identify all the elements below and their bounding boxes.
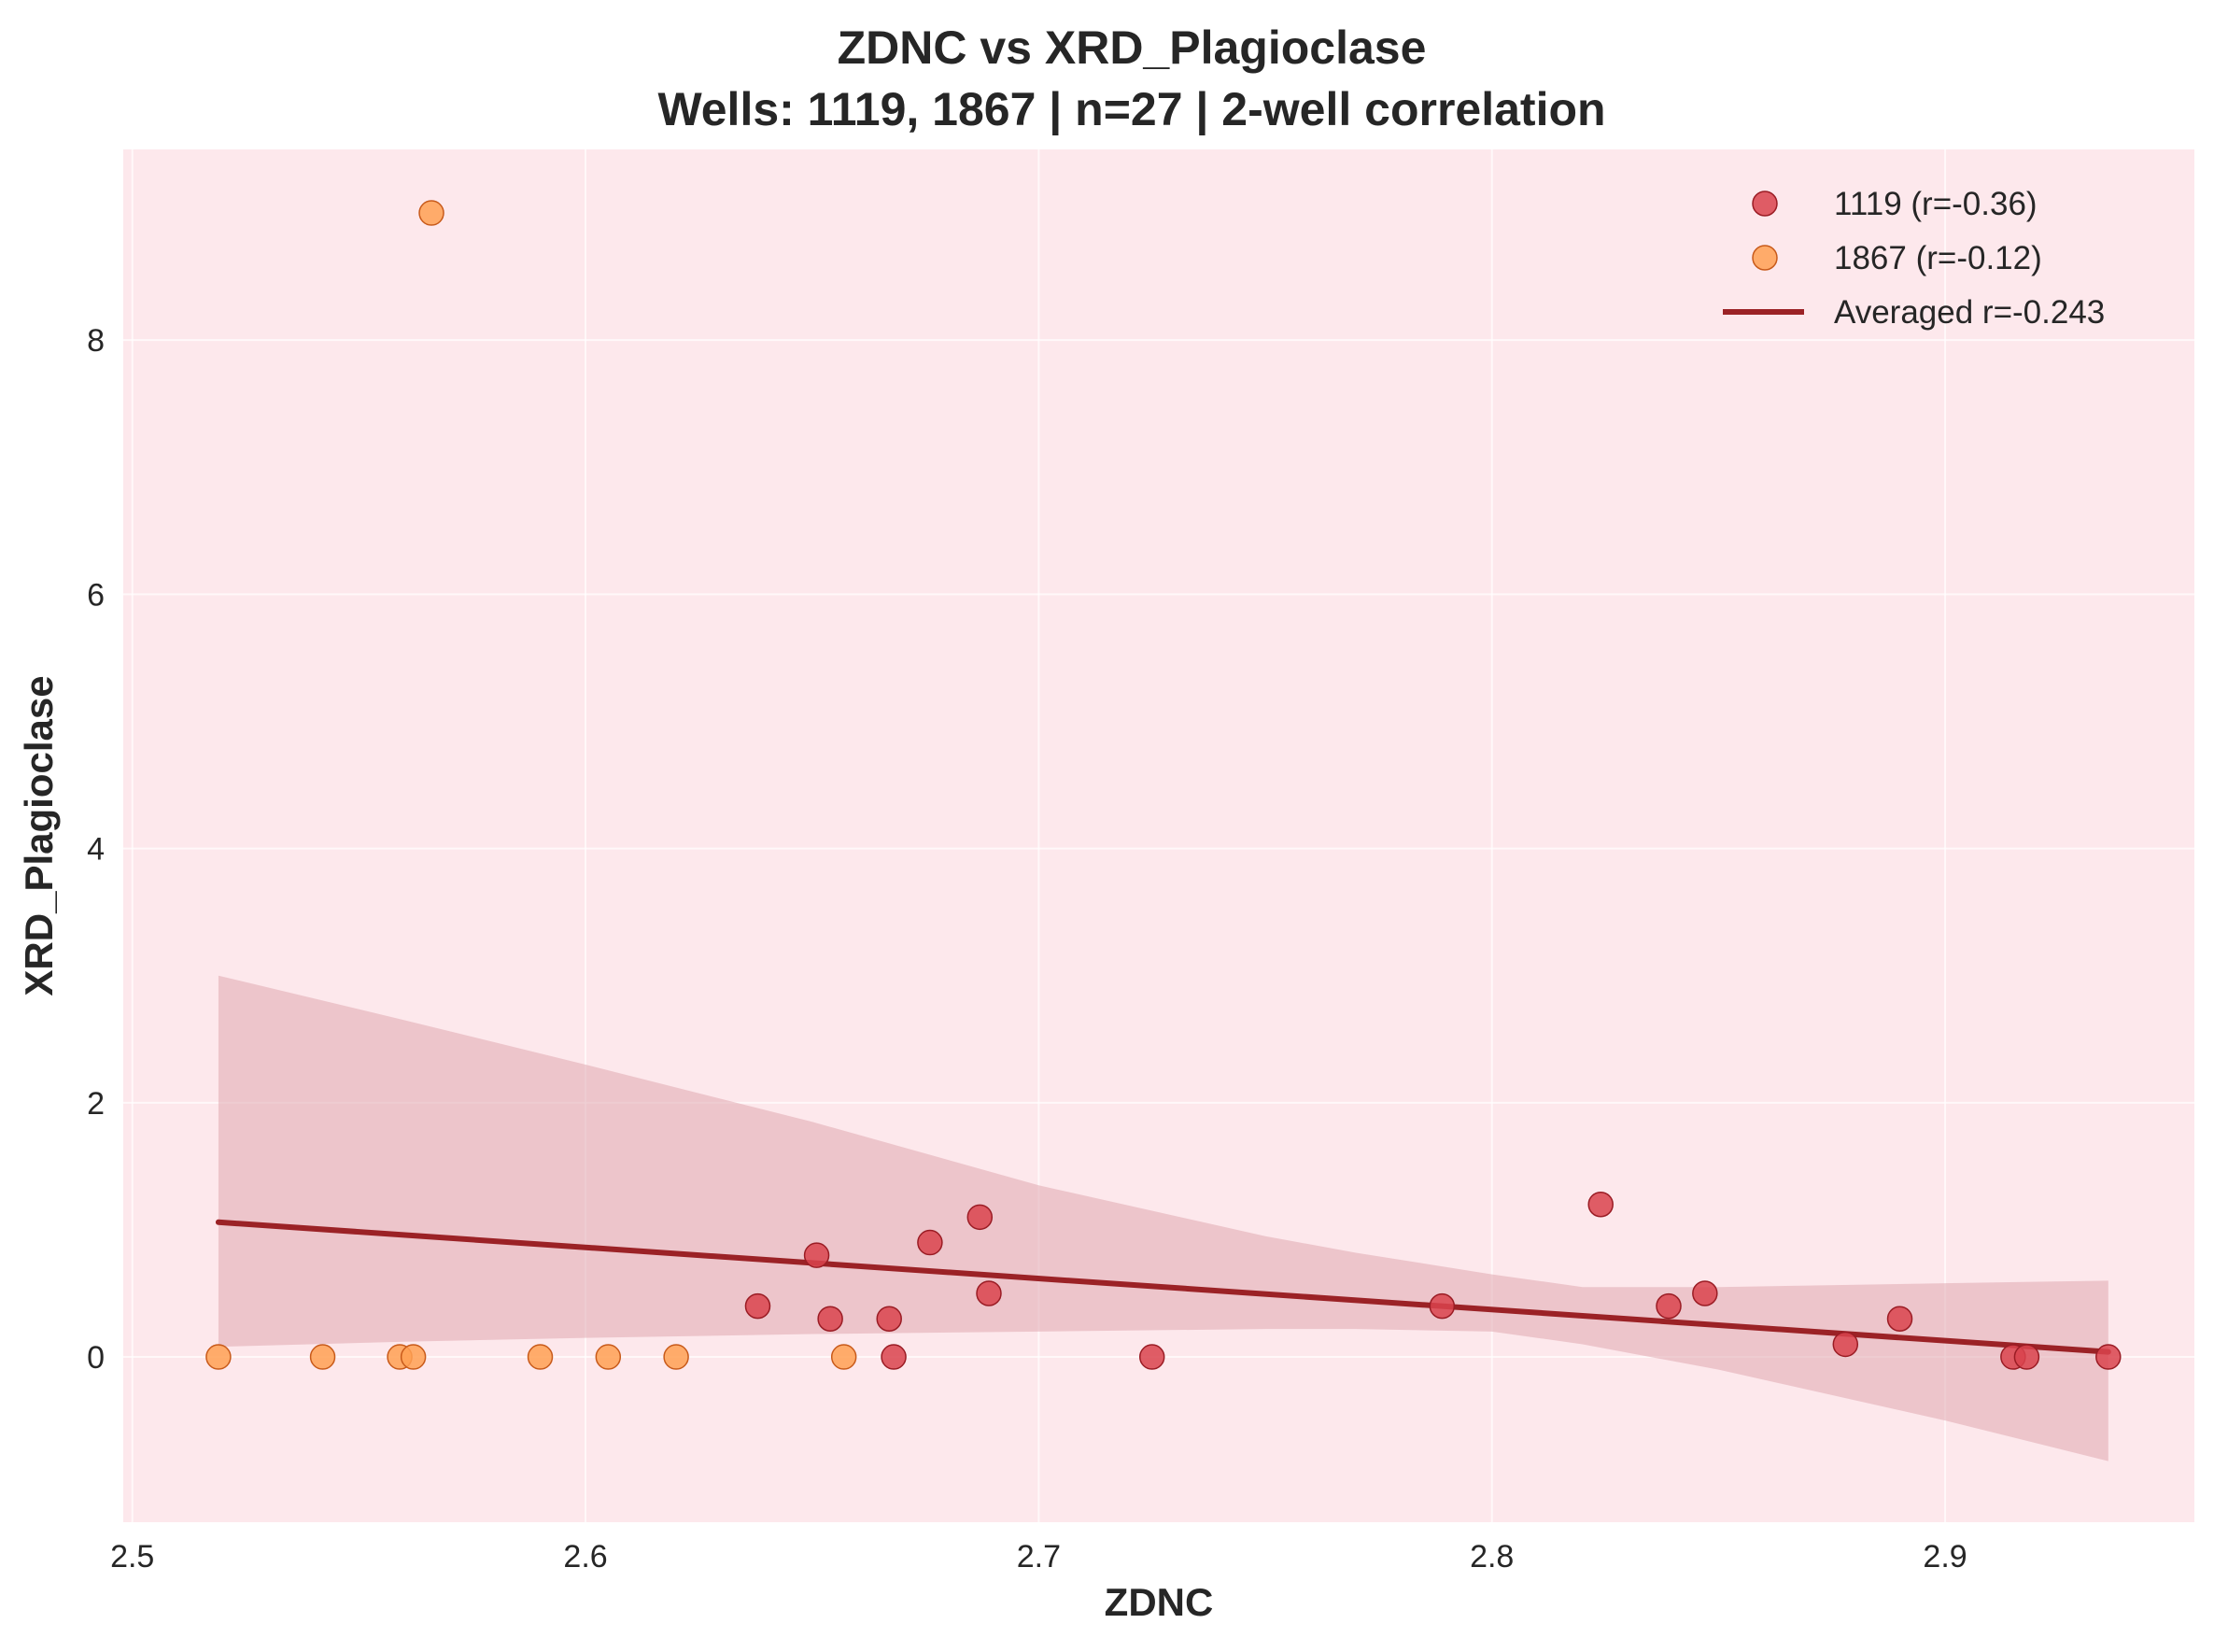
legend-label-1119: 1119 (r=-0.36) xyxy=(1834,186,2038,222)
x-tick-label: 2.5 xyxy=(110,1539,154,1574)
y-tick-label: 8 xyxy=(87,323,105,359)
data-point-1867 xyxy=(418,200,444,226)
data-point-1119 xyxy=(976,1280,1002,1306)
data-point-1119 xyxy=(1587,1191,1614,1218)
data-point-1119 xyxy=(2095,1344,2122,1370)
y-axis-label: XRD_Plagioclase xyxy=(17,675,61,995)
data-point-1119 xyxy=(1138,1344,1165,1370)
data-point-1119 xyxy=(1692,1280,1718,1306)
data-point-1867 xyxy=(400,1344,427,1370)
data-point-1867 xyxy=(663,1344,689,1370)
data-point-1867 xyxy=(309,1344,336,1370)
data-point-1119 xyxy=(2013,1344,2040,1370)
data-point-1867 xyxy=(205,1344,232,1370)
data-point-1119 xyxy=(803,1242,830,1268)
legend-marker-1119 xyxy=(1752,191,1778,217)
y-tick-label: 6 xyxy=(87,577,105,613)
data-point-1119 xyxy=(1656,1292,1682,1320)
data-point-1119 xyxy=(966,1204,994,1231)
data-point-1867 xyxy=(595,1344,622,1370)
data-points-layer xyxy=(205,200,2122,1370)
chart-title: ZDNC vs XRD_Plagioclase xyxy=(838,21,1427,74)
data-point-1119 xyxy=(1832,1331,1859,1358)
x-axis-label: ZDNC xyxy=(1105,1580,1214,1624)
regression-line-layer xyxy=(215,1219,2111,1355)
data-point-1867 xyxy=(830,1344,857,1370)
x-tick-label: 2.9 xyxy=(1923,1539,1967,1574)
data-point-1867 xyxy=(527,1344,554,1370)
data-point-1119 xyxy=(1886,1306,1913,1332)
y-tick-label: 4 xyxy=(87,832,105,868)
y-tick-label: 0 xyxy=(87,1340,105,1376)
chart-subtitle: Wells: 1119, 1867 | n=27 | 2-well correl… xyxy=(657,83,1605,136)
x-tick-label: 2.8 xyxy=(1470,1539,1514,1574)
x-tick-label: 2.6 xyxy=(563,1539,607,1574)
data-point-1119 xyxy=(817,1306,843,1332)
tick-labels: 2.5 2.6 2.7 2.8 2.9 0 2 4 6 8 xyxy=(87,323,1967,1574)
confidence-band-layer xyxy=(218,975,2108,1461)
x-tick-label: 2.7 xyxy=(1017,1539,1061,1574)
data-point-1119 xyxy=(876,1306,902,1332)
y-tick-label: 2 xyxy=(87,1086,105,1122)
data-point-1119 xyxy=(917,1229,943,1256)
data-point-1119 xyxy=(881,1344,907,1370)
legend-label-averaged: Averaged r=-0.243 xyxy=(1834,294,2105,331)
regression-line xyxy=(215,1219,2111,1355)
data-point-1119 xyxy=(1429,1292,1456,1320)
data-point-1119 xyxy=(744,1292,771,1320)
legend: 1119 (r=-0.36) 1867 (r=-0.12) Averaged r… xyxy=(1723,186,2105,331)
legend-label-1867: 1867 (r=-0.12) xyxy=(1834,240,2042,276)
confidence-band xyxy=(218,975,2108,1461)
legend-marker-1867 xyxy=(1752,245,1778,271)
